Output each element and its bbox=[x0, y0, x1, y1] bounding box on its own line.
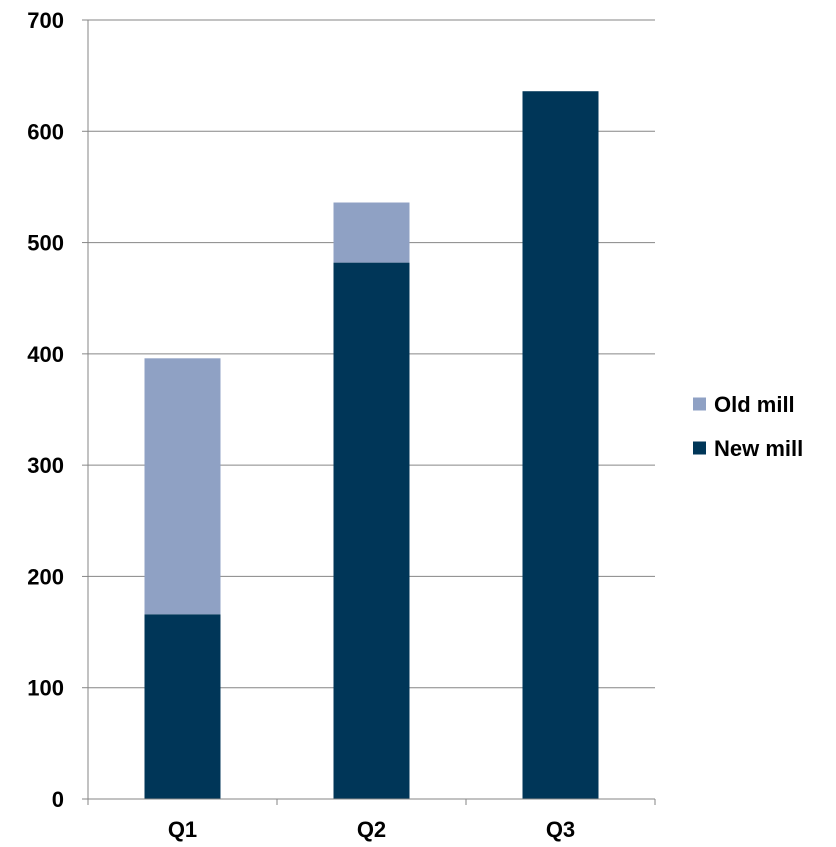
bar-old-mill-q1 bbox=[144, 358, 221, 615]
bar-old-mill-q2 bbox=[333, 202, 410, 263]
y-tick-label: 100 bbox=[27, 676, 64, 701]
bar-new-mill-q1 bbox=[144, 614, 221, 799]
x-tick-labels: Q1 Q2 Q3 bbox=[168, 817, 575, 842]
y-tick-labels: 0 100 200 300 400 500 600 700 bbox=[27, 8, 64, 812]
x-tick-label: Q3 bbox=[546, 817, 575, 842]
bar-new-mill-q2 bbox=[333, 262, 410, 799]
legend-swatch-new-mill bbox=[693, 441, 706, 455]
legend-label-old-mill: Old mill bbox=[714, 392, 795, 417]
bar-new-mill-q3 bbox=[522, 91, 599, 800]
x-tick-label: Q1 bbox=[168, 817, 197, 842]
y-tick-label: 400 bbox=[27, 342, 64, 367]
legend-swatch-old-mill bbox=[693, 397, 706, 411]
y-tick-label: 500 bbox=[27, 231, 64, 256]
legend: Old mill New mill bbox=[693, 392, 803, 461]
legend-label-new-mill: New mill bbox=[714, 436, 803, 461]
axes bbox=[82, 19, 656, 805]
bars bbox=[144, 91, 599, 800]
y-tick-label: 300 bbox=[27, 453, 64, 478]
x-tick-label: Q2 bbox=[357, 817, 386, 842]
y-tick-label: 600 bbox=[27, 119, 64, 144]
y-tick-label: 0 bbox=[52, 787, 64, 812]
y-tick-label: 700 bbox=[27, 8, 64, 33]
y-tick-label: 200 bbox=[27, 564, 64, 589]
